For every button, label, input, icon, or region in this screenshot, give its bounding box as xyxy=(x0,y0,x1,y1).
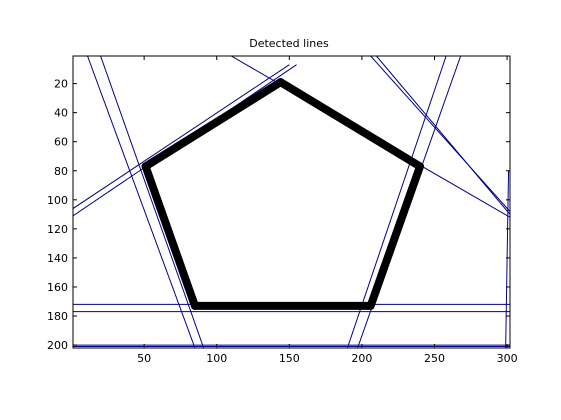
y-tick-label-180: 180 xyxy=(47,310,68,323)
x-tick-label-50: 50 xyxy=(137,352,151,365)
y-tick-label-100: 100 xyxy=(47,194,68,207)
x-tick-label-300: 300 xyxy=(497,352,518,365)
y-tick-label-120: 120 xyxy=(47,223,68,236)
y-tick-label-40: 40 xyxy=(54,107,68,120)
y-tick-label-20: 20 xyxy=(54,78,68,91)
pentagon-layer xyxy=(141,78,424,310)
detected-line-4 xyxy=(370,56,510,212)
detected-line-2 xyxy=(73,64,290,209)
y-tick-label-160: 160 xyxy=(47,281,68,294)
y-axis: 20 40 60 80 100 120 140 160 180 200 xyxy=(47,78,510,352)
x-tick-label-200: 200 xyxy=(351,352,372,365)
plot-frame xyxy=(72,55,511,349)
pentagon-edge-2 xyxy=(366,162,424,310)
y-tick-label-80: 80 xyxy=(54,165,68,178)
detected-line-6 xyxy=(100,56,205,348)
detected-line-3 xyxy=(376,56,510,215)
detected-line-8 xyxy=(346,56,447,348)
x-tick-label-100: 100 xyxy=(206,352,227,365)
x-axis: 50 100 150 200 250 300 xyxy=(137,56,518,365)
x-tick-label-250: 250 xyxy=(424,352,445,365)
y-tick-label-140: 140 xyxy=(47,252,68,265)
pentagon-edge-5 xyxy=(141,78,285,171)
detected-line-7 xyxy=(87,56,196,348)
pentagon-edge-4 xyxy=(141,162,199,310)
y-tick-label-60: 60 xyxy=(54,136,68,149)
pentagon-edge-1 xyxy=(276,78,424,171)
x-tick-label-150: 150 xyxy=(279,352,300,365)
chart-title: Detected lines xyxy=(249,37,329,50)
y-tick-label-200: 200 xyxy=(47,339,68,352)
plot-area xyxy=(73,56,510,348)
